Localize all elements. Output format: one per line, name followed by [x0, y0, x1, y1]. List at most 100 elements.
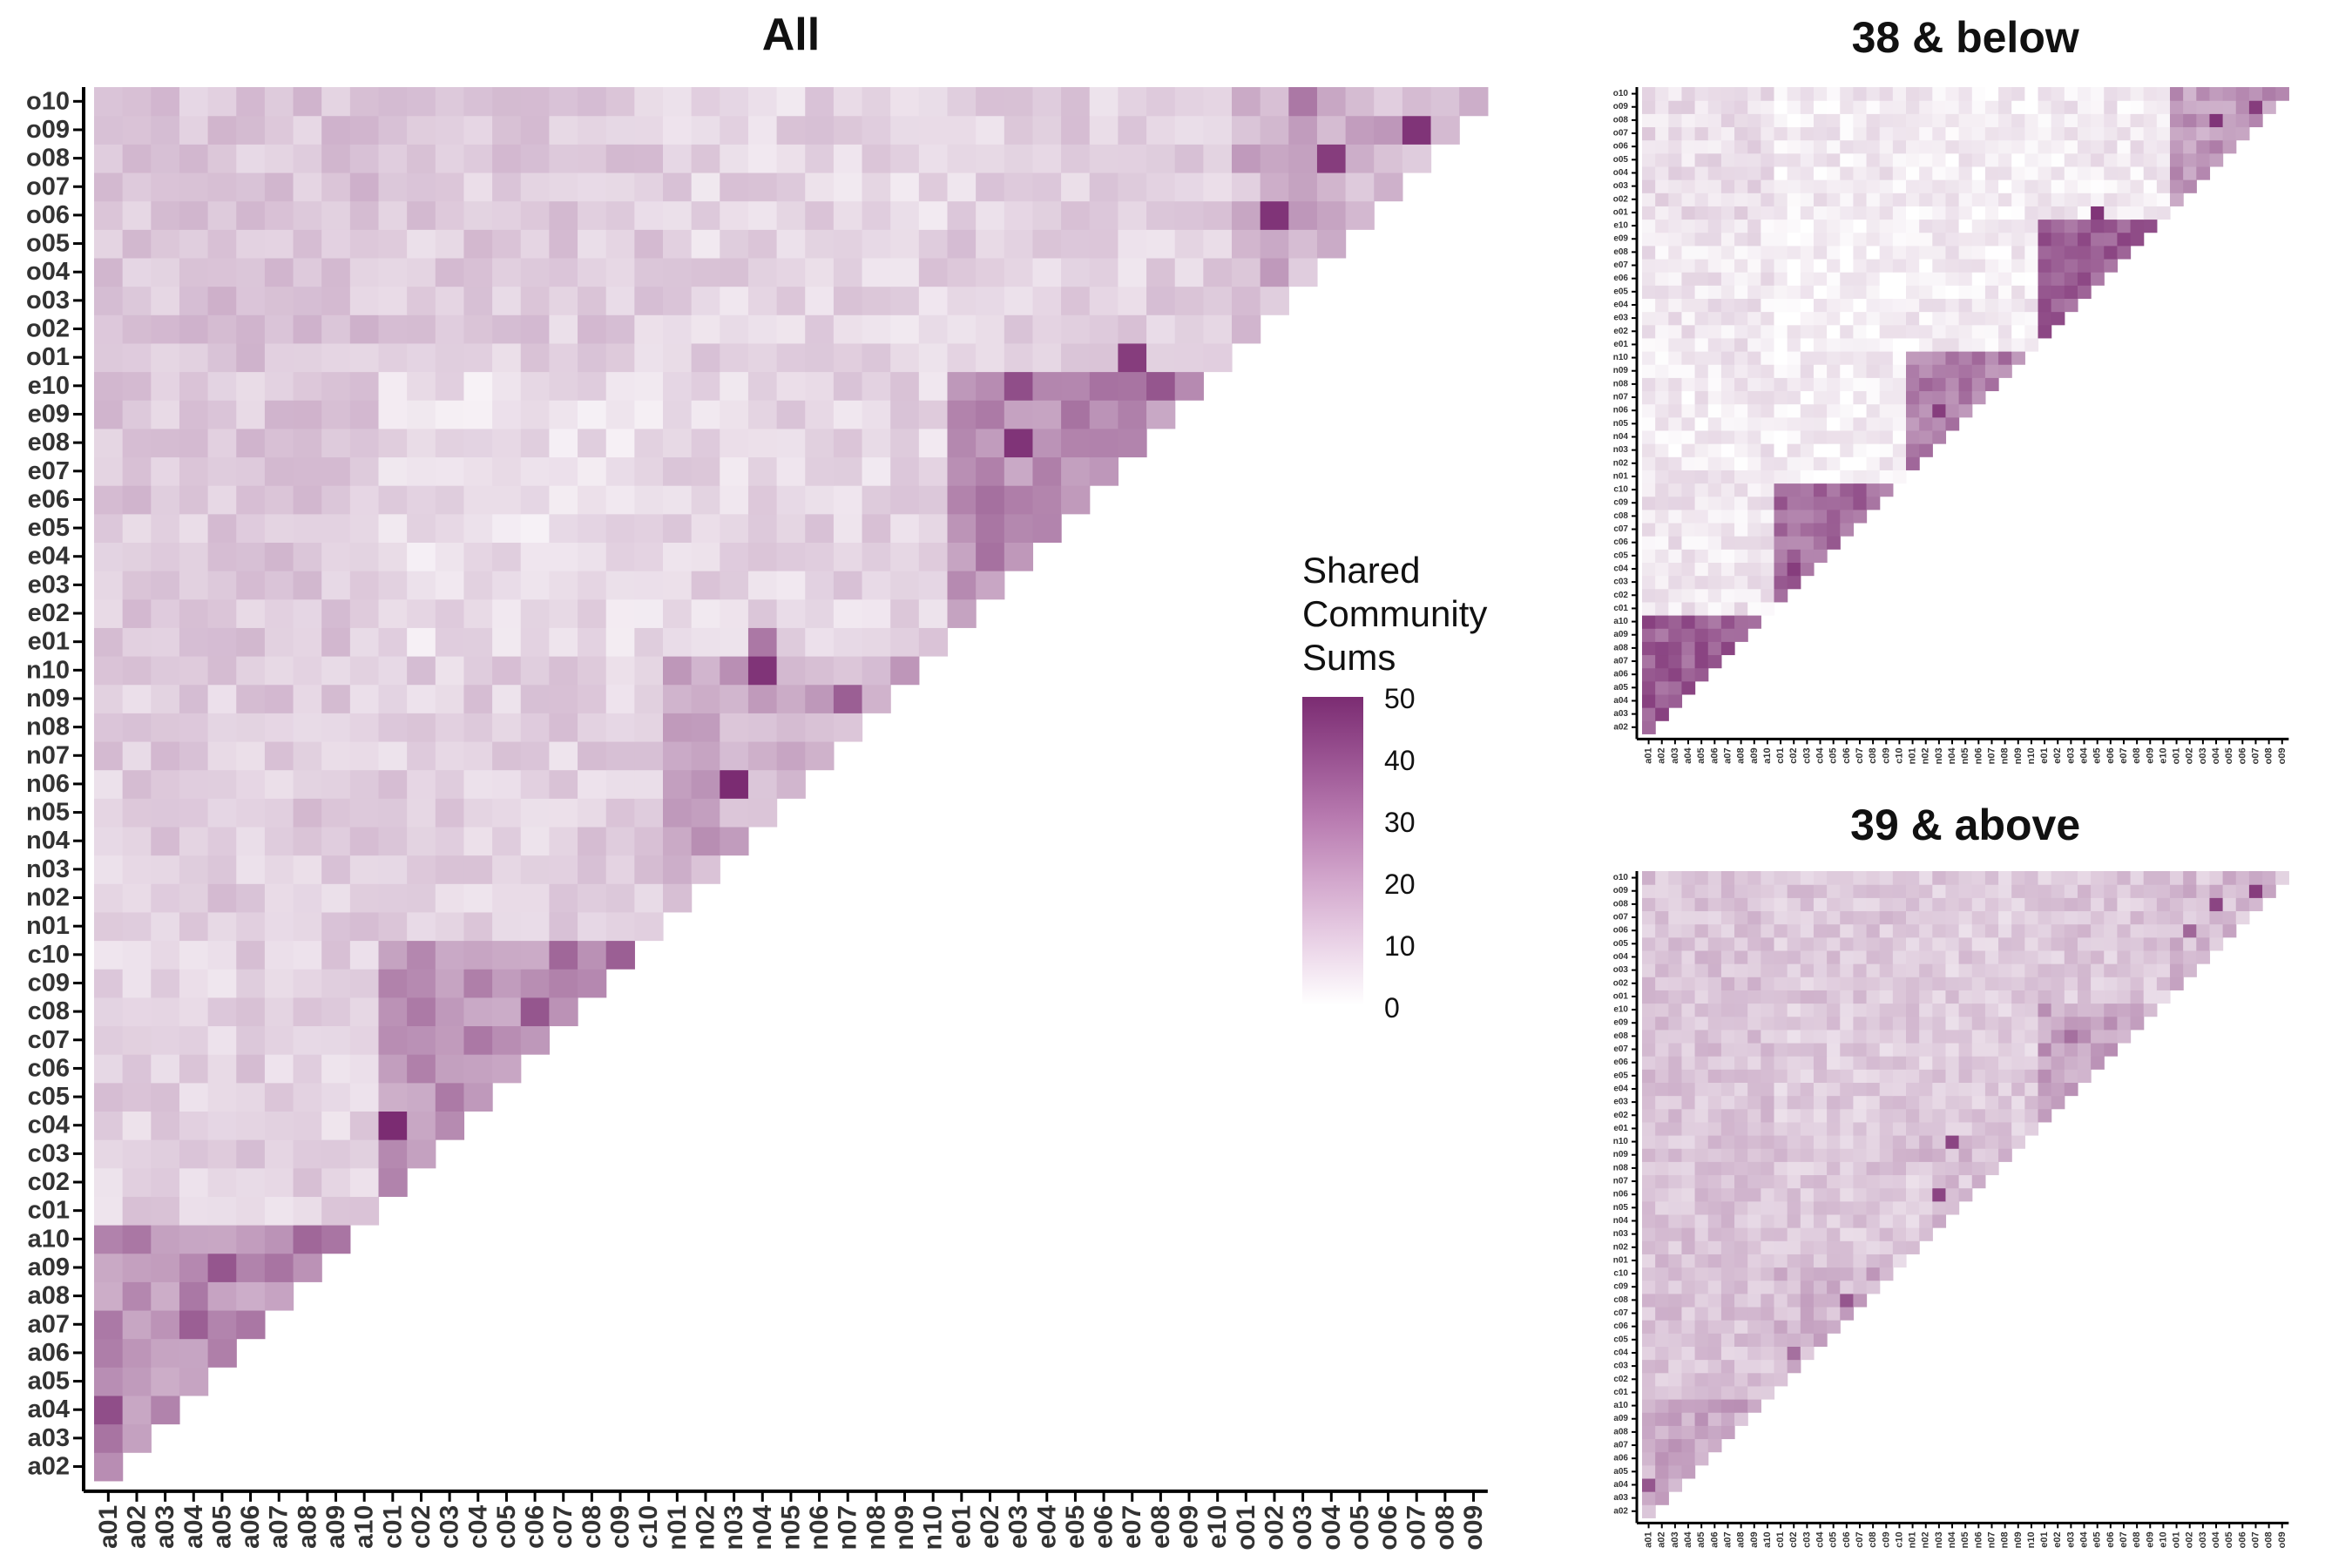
heatmap-cell — [634, 144, 664, 173]
heatmap-cell — [1971, 1161, 1986, 1176]
heatmap-cell — [94, 172, 124, 202]
heatmap-cell — [492, 940, 522, 970]
heatmap-cell — [1840, 219, 1854, 233]
heatmap-cell — [1734, 1056, 1748, 1070]
heatmap-cell — [1694, 206, 1709, 220]
heatmap-cell — [1919, 258, 1933, 273]
heatmap-cell — [2024, 1095, 2039, 1110]
heatmap-cell — [1800, 1056, 1815, 1070]
heatmap-cell — [293, 911, 322, 942]
heatmap-cell — [1984, 950, 1999, 964]
heatmap-cell — [1840, 496, 1854, 510]
y-tick-label: n10 — [1613, 1137, 1629, 1146]
heatmap-cell — [463, 855, 493, 884]
heatmap-cell — [293, 571, 322, 600]
heatmap-cell — [578, 911, 607, 942]
heatmap-cell — [634, 229, 664, 259]
heatmap-cell — [1668, 1267, 1683, 1281]
heatmap-cell — [207, 172, 237, 202]
heatmap-cell — [1720, 1280, 1735, 1294]
heatmap-cell — [1761, 1174, 1775, 1189]
heatmap-cell — [1813, 139, 1828, 154]
heatmap-cell — [1707, 963, 1722, 977]
heatmap-cell — [2077, 990, 2092, 1004]
heatmap-cell — [2183, 113, 2197, 128]
heatmap-cell — [634, 371, 664, 401]
heatmap-cell — [1906, 1069, 1920, 1083]
heatmap-cell — [1761, 1293, 1775, 1308]
heatmap-cell — [2196, 166, 2211, 180]
heatmap-cell — [1668, 588, 1683, 603]
heatmap-cell — [578, 684, 607, 713]
heatmap-cell — [151, 627, 180, 657]
heatmap-cell — [976, 172, 1005, 202]
x-tick-label: n05 — [1960, 1531, 1970, 1548]
x-tick-label: n03 — [1934, 1531, 1944, 1548]
heatmap-cell — [1932, 977, 1947, 990]
heatmap-cell — [1720, 1399, 1735, 1413]
heatmap-cell — [2104, 990, 2118, 1004]
heatmap-cell — [1655, 1095, 1669, 1110]
y-tick-label: c03 — [1613, 1362, 1628, 1371]
heatmap-cell — [1774, 990, 1788, 1004]
heatmap-cell — [293, 598, 322, 628]
heatmap-cell — [492, 144, 522, 173]
x-tick-label: o04 — [1317, 1505, 1346, 1551]
heatmap-cell — [1668, 496, 1683, 510]
heatmap-cell — [407, 940, 436, 970]
heatmap-cell — [1681, 1016, 1696, 1031]
heatmap-cell — [151, 1225, 180, 1254]
heatmap-cell — [2222, 113, 2237, 128]
y-tick-label: n02 — [26, 884, 70, 912]
heatmap-cell — [349, 400, 380, 429]
heatmap-cell — [1892, 1200, 1907, 1215]
heatmap-cell — [1747, 113, 1761, 128]
heatmap-cell — [435, 513, 465, 543]
heatmap-cell — [1374, 87, 1403, 117]
heatmap-cell — [1720, 1016, 1735, 1031]
heatmap-cell — [1774, 403, 1788, 418]
heatmap-cell — [492, 684, 522, 713]
heatmap-cell — [663, 855, 693, 884]
heatmap-cell — [407, 314, 436, 344]
heatmap-cell — [1879, 87, 1894, 101]
heatmap-cell — [747, 229, 778, 259]
heatmap-cell — [407, 1111, 436, 1140]
heatmap-cell — [805, 571, 835, 600]
heatmap-cell — [1840, 1056, 1854, 1070]
heatmap-cell — [947, 257, 977, 287]
heatmap-cell — [1655, 522, 1669, 537]
heatmap-cell — [1787, 443, 1801, 457]
heatmap-cell — [151, 257, 180, 287]
heatmap-cell — [1958, 113, 1973, 128]
x-tick-label: e01 — [947, 1505, 976, 1549]
y-tick-label: o10 — [1613, 873, 1629, 882]
heatmap-cell — [2156, 152, 2171, 167]
heatmap-cell — [1720, 977, 1735, 990]
heatmap-cell — [1089, 172, 1119, 202]
heatmap-cell — [1998, 1016, 2012, 1031]
x-tick-label: a03 — [151, 1505, 179, 1549]
heatmap-cell — [2038, 139, 2052, 154]
heatmap-cell — [862, 598, 891, 628]
heatmap-cell — [1840, 126, 1854, 141]
heatmap-cell — [1906, 910, 1920, 925]
heatmap-cell — [1866, 416, 1881, 431]
heatmap-cell — [1747, 152, 1761, 167]
heatmap-cell — [1720, 456, 1735, 470]
heatmap-cell — [1932, 1174, 1947, 1189]
heatmap-cell — [1853, 272, 1868, 286]
heatmap-cell — [747, 115, 778, 145]
heatmap-cell — [1879, 245, 1894, 260]
x-tick-label: a05 — [207, 1505, 236, 1549]
heatmap-cell — [1118, 172, 1147, 202]
heatmap-cell — [1813, 403, 1828, 418]
heatmap-cell — [1879, 483, 1894, 497]
heatmap-cell — [2104, 139, 2118, 154]
heatmap-cell — [1734, 166, 1748, 180]
heatmap-cell — [1761, 390, 1775, 405]
heatmap-cell — [520, 513, 550, 543]
heatmap-cell — [1089, 229, 1119, 259]
x-tick-label: n04 — [748, 1505, 777, 1551]
heatmap-cell — [1681, 179, 1696, 193]
